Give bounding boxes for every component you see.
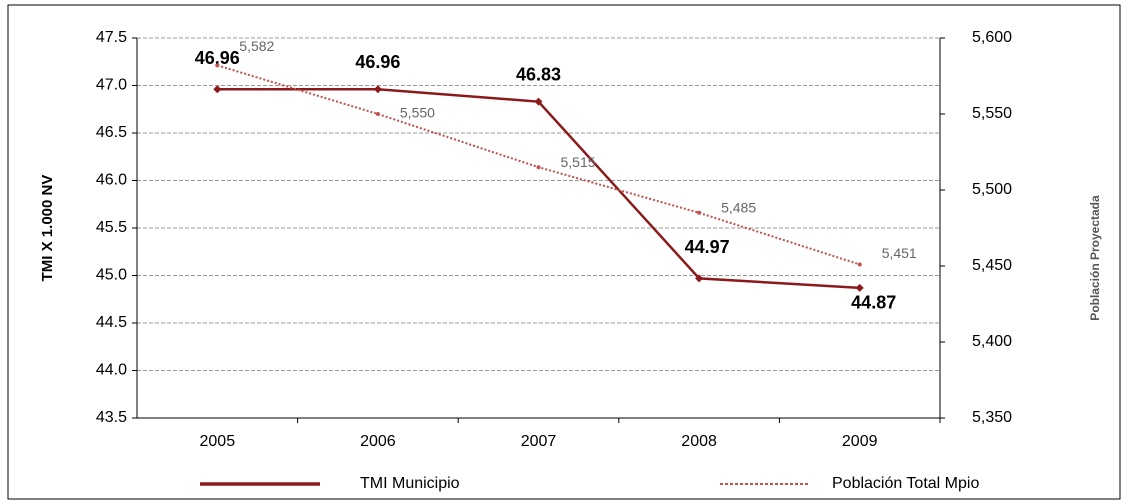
y2-tick-label: 5,450	[972, 257, 1012, 274]
y-tick-label: 43.5	[96, 409, 127, 426]
y-tick-label: 47.0	[96, 77, 127, 94]
point	[536, 165, 541, 170]
y2-axis-label: Población Proyectada	[1088, 195, 1102, 321]
data-label: 44.87	[851, 293, 896, 313]
y2-tick-label: 5,350	[972, 409, 1012, 426]
data-label: 5,451	[882, 245, 917, 261]
y-tick-label: 46.5	[96, 124, 127, 141]
data-label: 44.97	[685, 237, 730, 257]
point	[857, 262, 862, 267]
point	[534, 97, 543, 106]
point	[213, 85, 222, 94]
data-label: 46.96	[355, 52, 400, 72]
point	[697, 210, 702, 215]
y2-tick-label: 5,550	[972, 105, 1012, 122]
data-label: 5,550	[400, 105, 435, 121]
data-label: 5,515	[561, 154, 596, 170]
y-tick-label: 44.5	[96, 314, 127, 331]
y-tick-label: 47.5	[96, 29, 127, 46]
data-label: 5,485	[721, 200, 756, 216]
chart-frame	[7, 4, 1121, 500]
y-axis-label: TMI X 1.000 NV	[39, 175, 56, 282]
x-tick-label: 2008	[681, 433, 717, 450]
data-label: 46.83	[516, 64, 561, 84]
point	[695, 274, 704, 283]
x-tick-label: 2005	[200, 433, 236, 450]
x-tick-label: 2009	[842, 433, 878, 450]
legend-label: Población Total Mpio	[832, 475, 979, 492]
point	[855, 283, 864, 292]
y2-tick-label: 5,500	[972, 181, 1012, 198]
legend-label: TMI Municipio	[360, 475, 460, 492]
point	[215, 63, 220, 68]
y-tick-label: 46.0	[96, 172, 127, 189]
x-tick-label: 2006	[360, 433, 396, 450]
y2-tick-label: 5,600	[972, 29, 1012, 46]
data-label: 46.96	[195, 48, 240, 68]
y-tick-label: 45.0	[96, 267, 127, 284]
point	[375, 112, 380, 116]
point	[373, 85, 382, 94]
y-tick-label: 44.0	[96, 362, 127, 379]
data-label: 5,582	[239, 38, 274, 54]
y2-tick-label: 5,400	[972, 333, 1012, 350]
y-tick-label: 45.5	[96, 219, 127, 236]
x-tick-label: 2007	[521, 433, 557, 450]
